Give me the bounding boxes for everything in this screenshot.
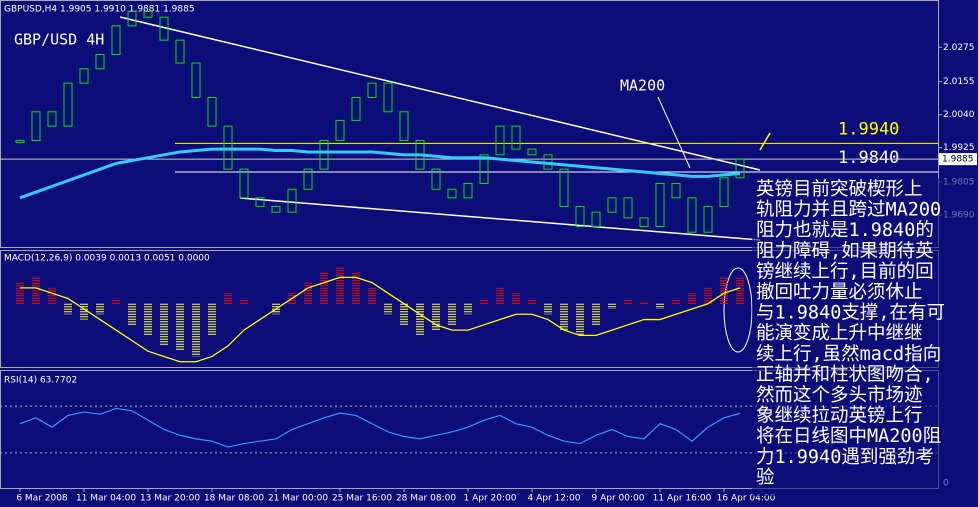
candle [463, 182, 473, 199]
x-tick-label: 1 Apr 20:00 [464, 494, 517, 504]
candle [383, 82, 393, 113]
candle [207, 96, 217, 127]
x-tick-label: 11 Apr 16:00 [653, 494, 712, 504]
candle [639, 217, 649, 227]
candle [671, 182, 681, 199]
header: GBPUSD,H4 1.9905 1.9910 1.9881 1.9885 [4, 5, 195, 15]
candle [575, 205, 585, 227]
annotation-line: 英镑目前突破楔形上 [756, 179, 923, 200]
callout-line [657, 96, 691, 169]
candle [527, 148, 537, 156]
candle [607, 197, 617, 213]
candle [623, 197, 633, 219]
level-label: 1.9940 [838, 119, 899, 139]
last-price-label: 1.9885 [942, 155, 974, 165]
candle [255, 197, 265, 207]
annotation-line: 阻力也就是1.9840的 [756, 220, 934, 241]
price-panel [0, 0, 939, 248]
candle [703, 205, 713, 233]
candle [559, 168, 569, 207]
candle [479, 154, 489, 184]
annotation-line: 将在日线图中MA200阻 [756, 426, 941, 447]
candle [511, 125, 521, 150]
y-tick-label: 2.0275 [943, 43, 975, 53]
last-price-box [939, 153, 977, 166]
rsi-title: RSI(14) 63.7702 [4, 376, 77, 386]
annotation-line: 正轴并和柱状图吻合, [756, 364, 934, 385]
candle [111, 25, 121, 55]
candle [687, 197, 697, 233]
candle [351, 96, 361, 121]
candle [367, 82, 377, 98]
y-tick-label: 1.9925 [943, 143, 975, 153]
annotation-line: 镑继续上行,目前的回 [756, 261, 934, 282]
y-tick-label: 2.0155 [943, 77, 975, 87]
ma-line [19, 147, 741, 200]
candle [79, 68, 89, 84]
candle [335, 119, 345, 141]
macd-title: MACD(12,26,9) 0.0039 0.0013 0.0051 0.000… [4, 254, 210, 264]
candle [591, 211, 601, 227]
x-tick-label: 4 Apr 12:00 [528, 494, 581, 504]
note-box [752, 178, 976, 496]
chart-title: GBP/USD 4H [14, 31, 104, 49]
y-tick-label: 2.0040 [943, 110, 975, 120]
x-tick-label: 13 Mar 20:00 [140, 494, 200, 504]
level-label: 1.9840 [838, 148, 899, 168]
annotation-line: 与1.9840支撑,在有可 [756, 303, 945, 324]
x-tick-label: 18 Mar 08:00 [204, 494, 264, 504]
x-tick-label: 6 Mar 2008 [16, 494, 68, 504]
candle [271, 205, 281, 213]
rsi-line [19, 407, 741, 448]
candle [239, 168, 249, 199]
candle [319, 139, 329, 170]
candle [431, 168, 441, 190]
candle [95, 53, 105, 70]
trend-line [119, 16, 761, 171]
annotation-line: 力1.9940遇到强劲考 [756, 447, 934, 468]
candle [63, 82, 73, 127]
annotation-line: 阻力障碍,如果期待英 [756, 241, 934, 262]
candle [143, 10, 153, 18]
candle [399, 111, 409, 141]
x-tick-label: 11 Mar 04:00 [76, 494, 136, 504]
candle [159, 16, 169, 41]
candle [175, 39, 185, 64]
annotation-line: 轨阻力并且跨过MA200 [756, 200, 941, 221]
arrow [759, 132, 771, 151]
candle [127, 10, 137, 27]
candle [655, 182, 665, 227]
candle [303, 168, 313, 190]
annotation-line: 能演变成上升中继继 [756, 323, 923, 344]
candle [447, 188, 457, 199]
annotation-line: 验 [756, 467, 775, 488]
candle [735, 158, 745, 179]
callout: MA200 [620, 77, 665, 95]
x-tick-label: 21 Mar 00:00 [268, 494, 328, 504]
candle [15, 139, 25, 143]
x-tick-label: 28 Mar 08:00 [396, 494, 456, 504]
trend-line [239, 197, 761, 241]
candle [287, 188, 297, 213]
x-tick-label: 16 Apr 04:00 [717, 494, 776, 504]
x-tick-label: 25 Mar 16:00 [332, 494, 392, 504]
candle [47, 111, 57, 127]
annotation-line: 续上行,虽然macd指向 [756, 344, 941, 365]
annotation-line: 然而这个多头市场迹 [756, 385, 923, 406]
signal-line [20, 276, 741, 363]
annotation-line: 撤回吐力量必须休止 [756, 282, 923, 303]
candle [719, 177, 729, 207]
candle [31, 111, 41, 141]
x-tick-label: 9 Apr 00:00 [592, 494, 645, 504]
candle [191, 62, 201, 98]
candle [495, 125, 505, 156]
annotation-line: 象继续拉动英镑上行 [756, 406, 923, 427]
